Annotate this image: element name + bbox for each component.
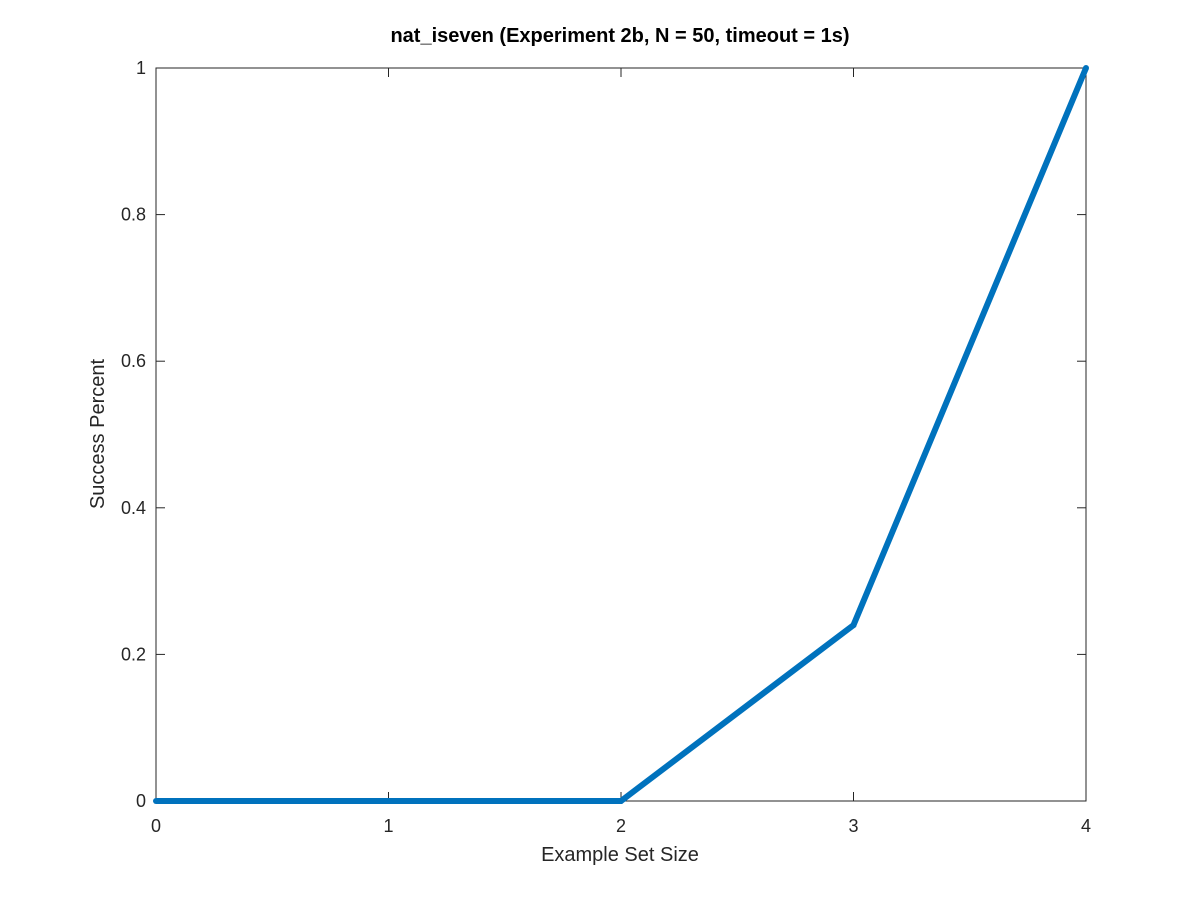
plot-area-frame	[155, 67, 1087, 802]
x-tick-label: 3	[848, 816, 858, 836]
y-tick-label: 0.6	[121, 351, 146, 371]
data-point	[618, 798, 624, 804]
x-axis-label: Example Set Size	[541, 844, 699, 866]
x-tick-label: 2	[616, 816, 626, 836]
y-tick-label: 0.4	[121, 498, 146, 518]
y-tick-label: 0.2	[121, 644, 146, 664]
x-tick-label: 1	[383, 816, 393, 836]
y-axis-label: Success Percent	[87, 359, 109, 510]
data-point	[850, 622, 857, 629]
y-tick-label: 1	[136, 58, 146, 78]
chart-title: nat_iseven (Experiment 2b, N = 50, timeo…	[390, 25, 849, 47]
data-point	[1083, 65, 1089, 71]
y-tick-label: 0.8	[121, 205, 146, 225]
series-line-1	[156, 66, 1089, 804]
x-tick-label: 4	[1081, 816, 1091, 836]
y-tick-label: 0	[136, 791, 146, 811]
data-point	[385, 798, 392, 804]
data-point	[153, 798, 159, 804]
x-tick-label: 0	[151, 816, 161, 836]
